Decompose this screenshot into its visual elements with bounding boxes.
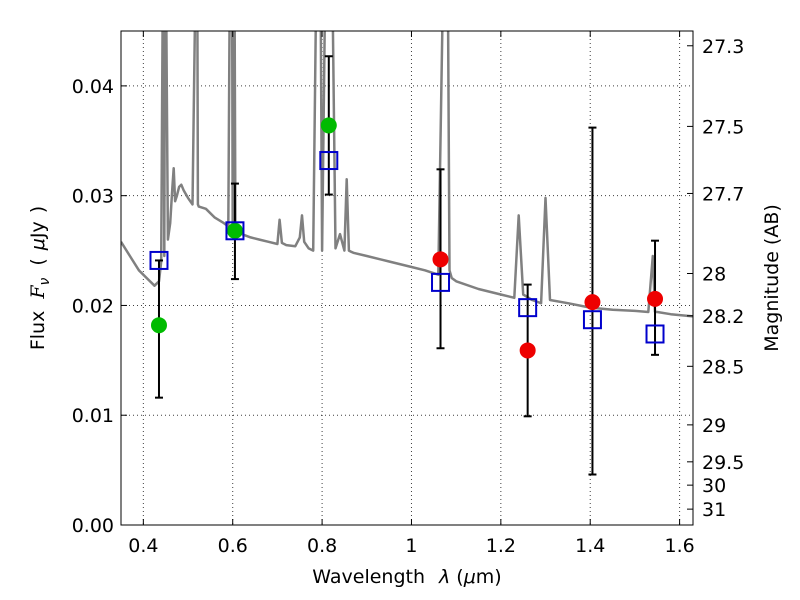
x-axis: 0.4 0.6 0.8 1 1.2 1.4 1.6 — [128, 31, 695, 557]
y-axis-title: FluxFν(μJy) — [27, 206, 53, 350]
x-tick-label: 1.4 — [575, 535, 605, 557]
data-markers — [149, 117, 665, 359]
model-square-point — [431, 272, 451, 292]
plot-frame — [120, 30, 694, 526]
x-tick-label: 1.6 — [664, 535, 694, 557]
x-tick-label: 0.6 — [218, 535, 248, 557]
green-point — [226, 222, 243, 239]
plot-background — [121, 31, 693, 525]
magnitude-axis-title: Magnitude (AB) — [761, 204, 783, 352]
green-point — [150, 317, 167, 334]
magnitude-tick-label: 29.5 — [702, 452, 744, 474]
x-tick-label: 1.2 — [486, 535, 516, 557]
magnitude-tick-label: 31 — [702, 499, 726, 521]
green-point — [320, 117, 337, 134]
x-tick-label: 0.8 — [307, 535, 337, 557]
model-sed-line — [121, 31, 693, 318]
model-square-point — [225, 221, 245, 241]
error-bars — [154, 55, 660, 476]
plot-area — [121, 31, 693, 476]
magnitude-tick-label: 27.5 — [702, 116, 744, 138]
magnitude-tick-label: 28.5 — [702, 356, 744, 378]
y-axis: 0.00 0.01 0.02 0.03 0.04 — [72, 76, 127, 537]
model-square-point — [319, 151, 339, 171]
model-square-point — [645, 324, 665, 344]
red-point — [647, 290, 664, 307]
model-square-point — [582, 310, 602, 330]
red-point — [432, 251, 449, 268]
y-tick-label: 0.00 — [72, 515, 114, 537]
magnitude-tick-label: 27.3 — [702, 36, 744, 58]
y-tick-label: 0.04 — [72, 76, 114, 98]
magnitude-tick-label: 28.2 — [702, 306, 744, 328]
x-tick-label: 0.4 — [128, 535, 158, 557]
magnitude-tick-label: 29 — [702, 415, 726, 437]
red-point — [519, 342, 536, 359]
red-point — [584, 294, 601, 311]
magnitude-tick-label: 30 — [702, 475, 726, 497]
x-axis-title: Wavelength λ (μm) — [312, 566, 501, 588]
model-square-point — [518, 298, 538, 318]
magnitude-tick-label: 27.7 — [702, 183, 744, 205]
model-square-point — [149, 250, 169, 270]
y-tick-label: 0.01 — [72, 405, 114, 427]
x-tick-label: 1 — [405, 535, 417, 557]
y-tick-label: 0.03 — [72, 186, 114, 208]
magnitude-tick-label: 28 — [702, 263, 726, 285]
y-tick-label: 0.02 — [72, 295, 114, 317]
